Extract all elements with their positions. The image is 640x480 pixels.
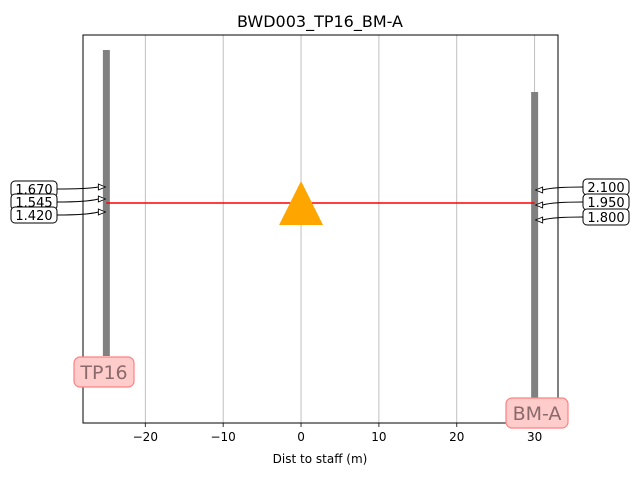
axes-frame <box>82 34 559 424</box>
reading-connector <box>542 201 584 206</box>
x-tick-label: 0 <box>297 430 305 444</box>
staff-name-bm-a: BM-A <box>513 403 562 425</box>
reading-arrowhead <box>534 216 544 224</box>
reading-label-bm-a: 1.950 <box>587 196 624 211</box>
reading-arrowhead <box>97 195 107 203</box>
x-gridlines <box>144 35 536 423</box>
reading-arrowhead <box>97 208 107 216</box>
reading-label-box <box>10 206 58 224</box>
staff-name-box <box>505 397 569 429</box>
reading-label-bm-a: 1.800 <box>587 211 624 226</box>
staff-name-box <box>73 356 135 388</box>
reading-label-tp16: 1.420 <box>15 209 52 224</box>
reading-connector <box>56 211 99 216</box>
reading-label-box <box>582 208 630 226</box>
x-tick-label: 20 <box>449 430 464 444</box>
reading-connector <box>542 186 584 191</box>
x-tick-label: 10 <box>371 430 386 444</box>
reading-arrowhead <box>97 183 107 191</box>
x-tick-label: −10 <box>210 430 235 444</box>
instrument-marker <box>279 181 324 225</box>
reading-connector <box>542 216 584 221</box>
reading-arrowhead <box>534 186 544 194</box>
reading-connector <box>56 198 99 203</box>
x-axis-label: Dist to staff (m) <box>273 452 368 466</box>
x-tick-label: −20 <box>133 430 158 444</box>
reading-connector <box>56 186 99 190</box>
reading-label-bm-a: 2.100 <box>587 181 624 196</box>
x-tick-label: 30 <box>527 430 542 444</box>
staff-bar-bm-a <box>531 92 539 423</box>
reading-arrowhead <box>534 201 544 209</box>
chart-title: BWD003_TP16_BM-A <box>237 12 403 32</box>
plot-marks <box>102 50 539 423</box>
x-axis-ticks: −20 −10 0 10 20 30 <box>133 423 542 444</box>
staff-name-tp16: TP16 <box>79 362 127 384</box>
